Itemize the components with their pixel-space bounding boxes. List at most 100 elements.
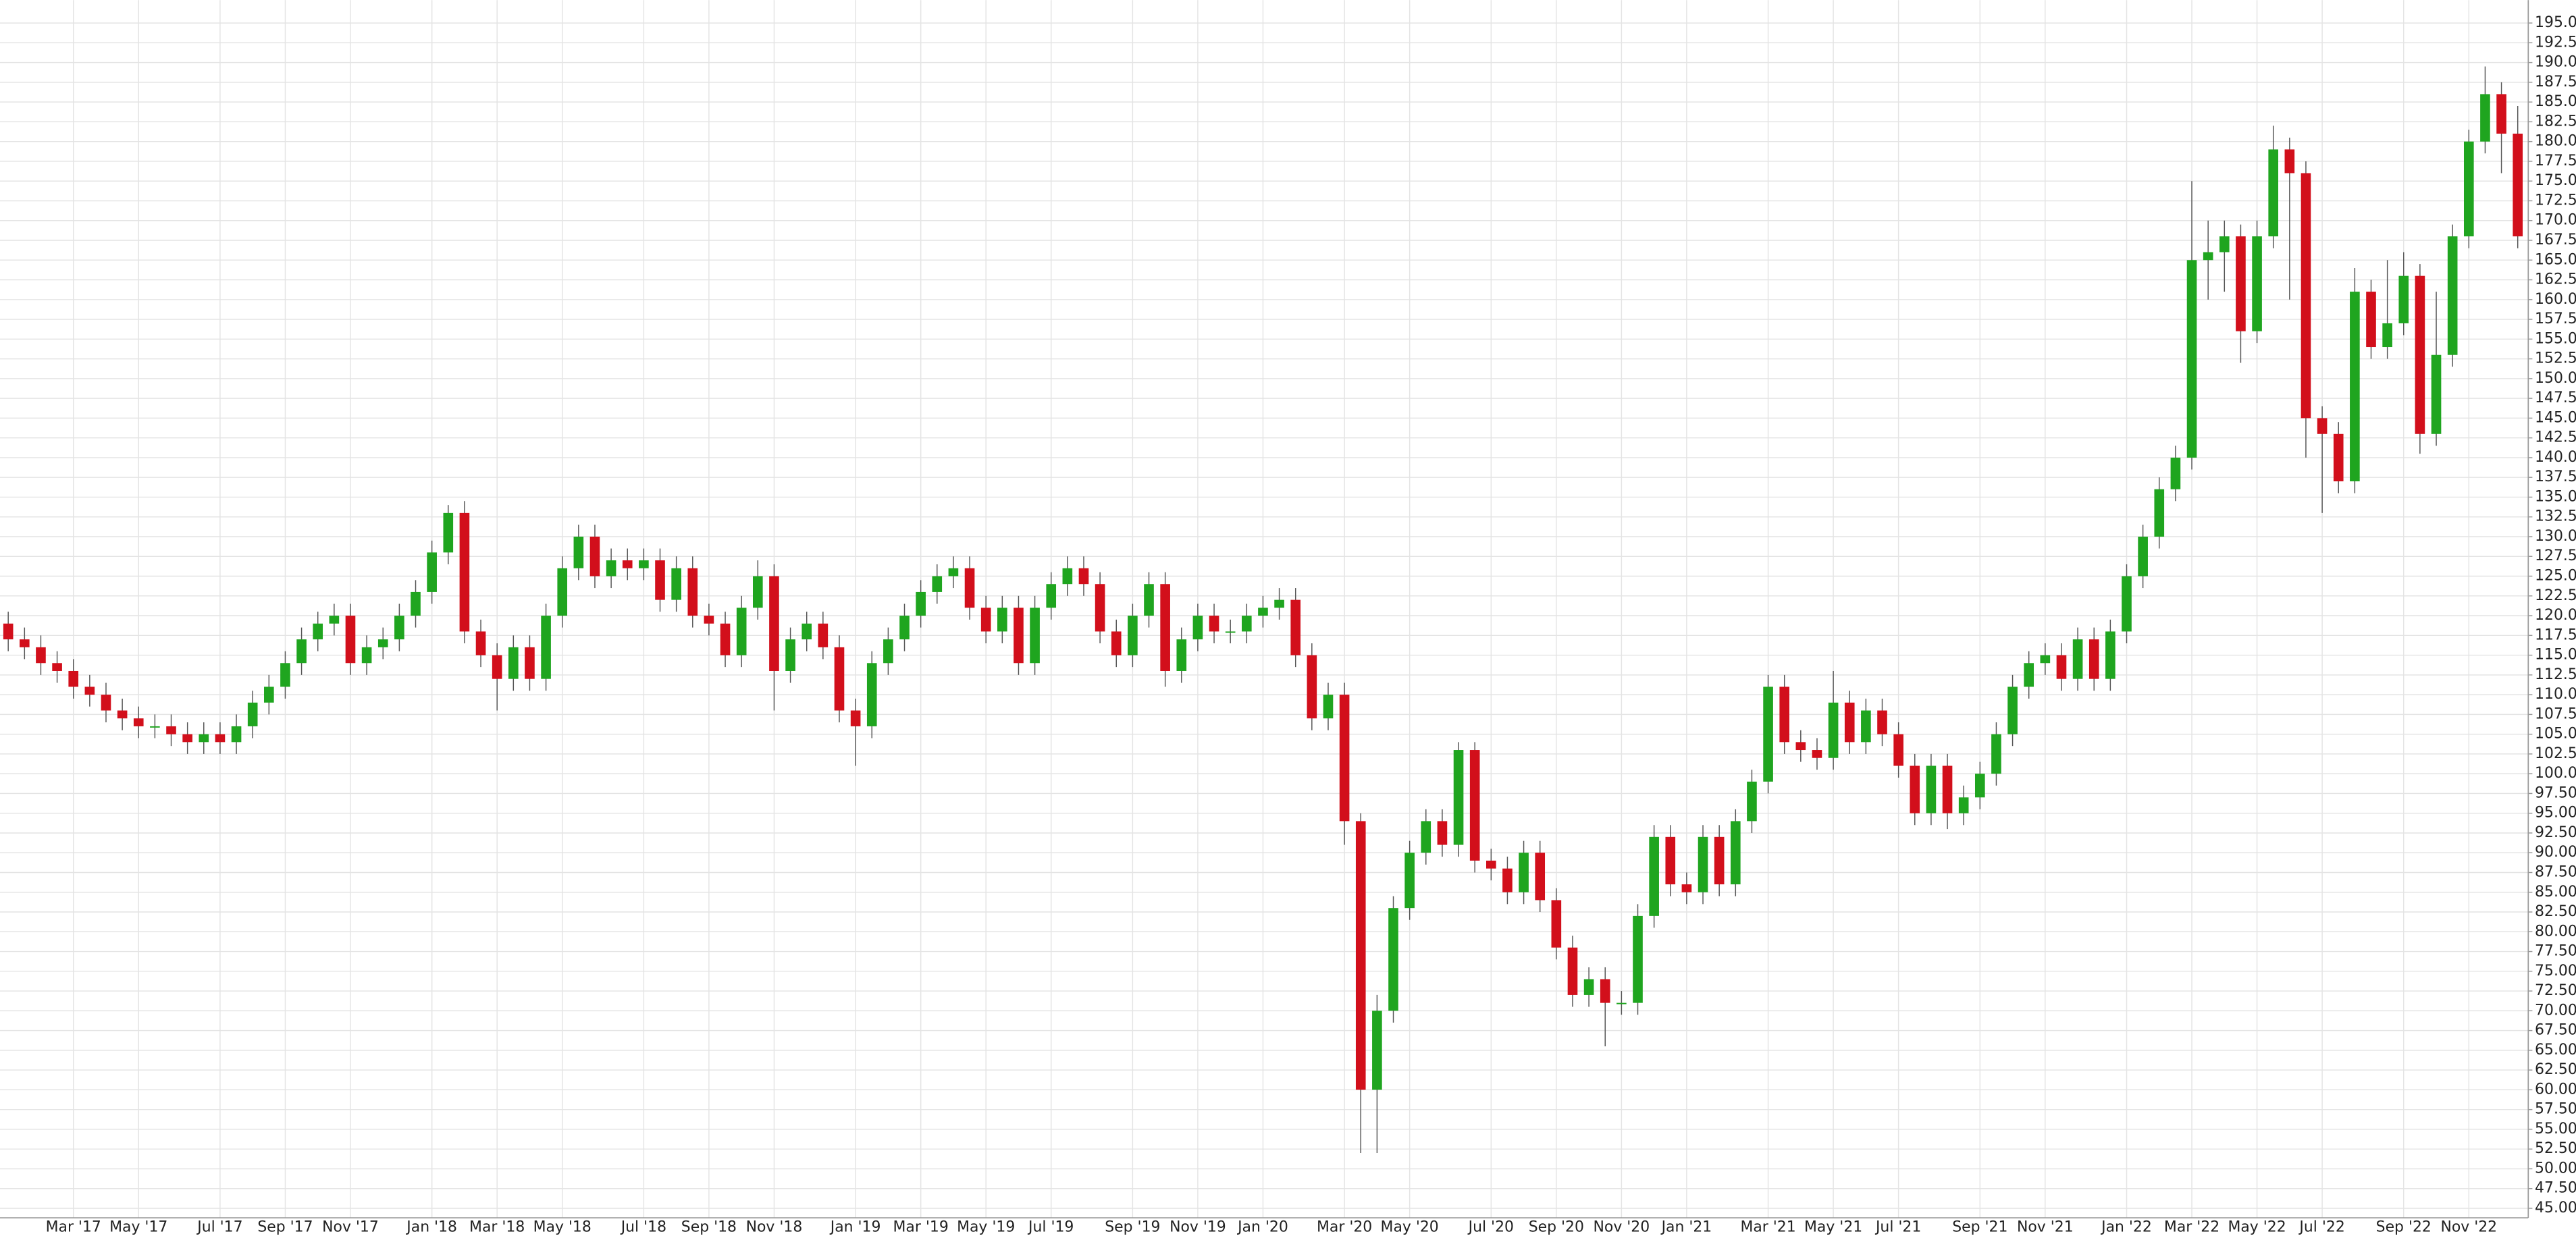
y-tick-label: 92.50	[2535, 824, 2576, 841]
y-tick-label: 65.00	[2535, 1042, 2576, 1058]
y-tick-label: 152.50	[2535, 350, 2576, 367]
candle-body	[1926, 765, 1937, 813]
y-tick-label: 115.00	[2535, 647, 2576, 664]
y-tick-label: 47.50	[2535, 1180, 2576, 1197]
candle-body	[199, 734, 209, 743]
candle-body	[1861, 710, 1871, 743]
x-tick-label: May '18	[533, 1219, 592, 1236]
candle-body	[2170, 457, 2181, 489]
candle-body	[2024, 663, 2034, 687]
y-tick-label: 157.50	[2535, 311, 2576, 327]
y-tick-label: 90.00	[2535, 844, 2576, 861]
candle-body	[1388, 908, 1398, 1011]
candle-body	[1030, 608, 1040, 664]
candles	[3, 66, 2523, 1154]
y-tick-label: 182.50	[2535, 113, 2576, 130]
y-tick-label: 57.50	[2535, 1101, 2576, 1118]
candle-body	[525, 647, 535, 679]
candle-body	[850, 710, 861, 726]
candle-body	[1355, 821, 1366, 1090]
candle-body	[2186, 260, 2197, 458]
y-tick-label: 112.50	[2535, 666, 2576, 683]
candle-body	[883, 639, 893, 664]
candle-body	[2513, 133, 2523, 237]
candle-body	[345, 616, 356, 664]
y-tick-label: 165.00	[2535, 251, 2576, 268]
y-tick-label: 122.50	[2535, 587, 2576, 604]
candle-body	[1535, 853, 1546, 901]
x-tick-label: Sep '18	[681, 1219, 737, 1236]
y-tick-label: 117.50	[2535, 626, 2576, 643]
candle-body	[280, 663, 290, 687]
candle-body	[1095, 584, 1105, 632]
candle-body	[753, 576, 763, 608]
candle-body	[1372, 1011, 1382, 1090]
candle-body	[1176, 639, 1187, 671]
x-tick-label: Sep '17	[257, 1219, 313, 1236]
candle-body	[2252, 236, 2262, 331]
candle-body	[231, 726, 242, 743]
y-tick-label: 142.50	[2535, 429, 2576, 446]
candle-body	[589, 536, 600, 576]
candle-body	[52, 663, 62, 671]
x-tick-label: May '21	[1804, 1219, 1862, 1236]
y-tick-label: 147.50	[2535, 389, 2576, 406]
candle-body	[1323, 695, 1334, 719]
y-tick-label: 125.00	[2535, 568, 2576, 585]
candle-body	[1616, 1002, 1627, 1004]
x-tick-label: Mar '18	[469, 1219, 525, 1236]
candle-body	[1747, 781, 1757, 822]
candle-body	[1681, 884, 1692, 892]
candle-body	[622, 560, 633, 568]
x-tick-label: Sep '21	[1952, 1219, 2007, 1236]
candle-body	[1404, 853, 1415, 909]
x-tick-label: Nov '18	[746, 1219, 803, 1236]
candle-body	[769, 576, 779, 671]
y-tick-label: 162.50	[2535, 271, 2576, 288]
candle-body	[1763, 687, 1773, 782]
y-tick-label: 70.00	[2535, 1002, 2576, 1019]
candle-body	[2317, 418, 2328, 434]
x-tick-label: Mar '22	[2164, 1219, 2219, 1236]
candle-body	[541, 616, 551, 679]
x-tick-label: Jul '22	[2298, 1219, 2344, 1236]
y-tick-label: 190.00	[2535, 54, 2576, 71]
candle-body	[2350, 292, 2360, 482]
candle-body	[1225, 631, 1236, 633]
candle-body	[1991, 734, 2001, 774]
candle-body	[671, 568, 681, 600]
candle-body	[3, 623, 14, 640]
candle-body	[1192, 616, 1203, 640]
candle-body	[1290, 599, 1301, 655]
candle-body	[394, 616, 404, 640]
candle-body	[2219, 236, 2230, 252]
candle-body	[492, 655, 502, 679]
candle-body	[639, 560, 649, 568]
candle-body	[68, 670, 79, 687]
candle-body	[834, 647, 845, 711]
candle-body	[1209, 616, 1219, 632]
y-tick-label: 120.00	[2535, 607, 2576, 624]
candle-body	[573, 536, 584, 568]
y-tick-label: 180.00	[2535, 133, 2576, 150]
y-tick-label: 185.00	[2535, 93, 2576, 110]
candle-body	[704, 616, 714, 624]
candle-body	[1567, 947, 1578, 995]
y-tick-label: 82.50	[2535, 903, 2576, 920]
candle-body	[247, 702, 258, 726]
candle-body	[2398, 275, 2409, 323]
y-tick-label: 130.00	[2535, 528, 2576, 545]
candle-body	[948, 568, 959, 576]
candle-body	[1698, 836, 1708, 892]
candle-body	[2268, 149, 2279, 237]
candle-body	[508, 647, 519, 679]
candle-body	[1111, 631, 1122, 655]
candle-body	[2366, 292, 2376, 348]
axis-labels: 45.00 47.50 50.00 52.50 55.00 57.50 60.00 62.50…	[46, 14, 2576, 1236]
candle-body	[1078, 568, 1089, 585]
candle-body	[1828, 702, 1839, 758]
candle-body	[1307, 655, 1317, 719]
y-tick-label: 62.50	[2535, 1061, 2576, 1078]
